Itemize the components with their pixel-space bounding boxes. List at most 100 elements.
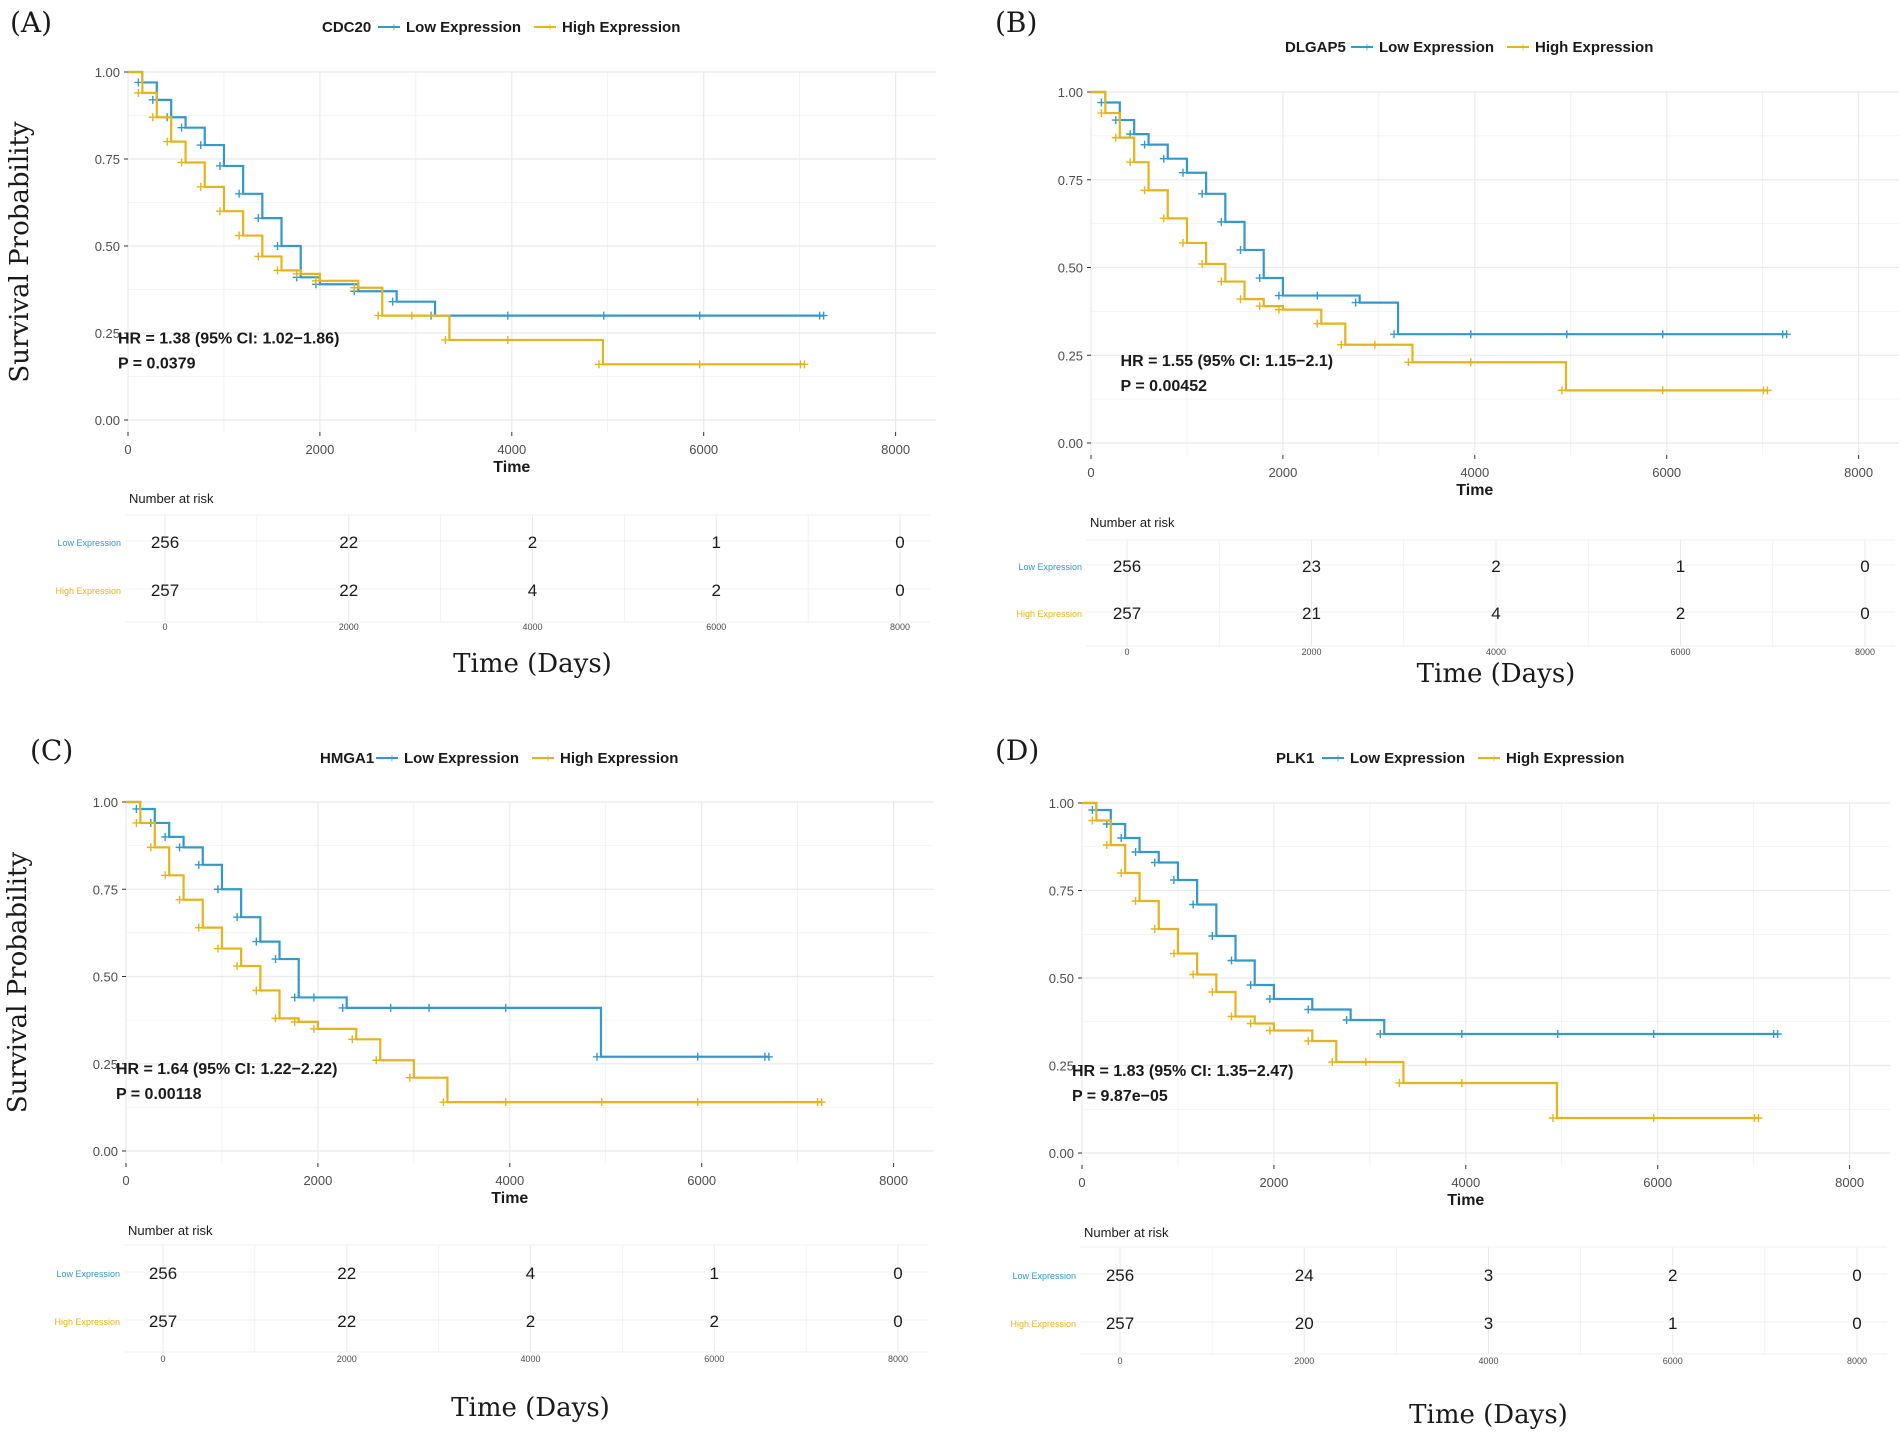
censor-mark	[271, 1014, 280, 1023]
risk-row-low-label: Low Expression	[1018, 562, 1082, 572]
censor-mark	[1457, 1079, 1466, 1087]
risk-high-value: 257	[1113, 604, 1141, 623]
risk-low-value: 3	[1484, 1266, 1493, 1285]
risk-row-high-label: High Expression	[54, 1317, 120, 1327]
risk-high-value: 2	[710, 1312, 719, 1331]
censor-mark	[1236, 245, 1245, 254]
censor-mark	[1313, 319, 1322, 328]
y-tick-label: 0.25	[1049, 1059, 1074, 1074]
censor-mark	[1097, 98, 1106, 107]
risk-high-value: 0	[895, 581, 904, 600]
risk-x-tick-label: 2000	[337, 1354, 357, 1364]
censor-mark	[1246, 1019, 1255, 1028]
censor-mark	[594, 360, 603, 369]
y-tick-label: 0.00	[95, 413, 120, 428]
x-tick-label: 8000	[879, 1173, 908, 1188]
censor-mark	[1117, 834, 1126, 842]
legend: PLK1 + Low Expression + High Expression	[1276, 750, 1624, 767]
x-tick-label: 6000	[689, 442, 718, 457]
series-low-line	[128, 70, 824, 317]
risk-x-tick-label: 8000	[1847, 1356, 1867, 1366]
censor-mark	[1351, 298, 1360, 307]
risk-high-value: 1	[1668, 1314, 1677, 1333]
censor-mark	[273, 242, 282, 250]
y-tick-label: 0.75	[1049, 884, 1074, 899]
x-axis-label: Time	[1447, 1192, 1484, 1209]
x-tick-label: 2000	[303, 1173, 332, 1188]
risk-table: Number at risk Low Expression High Express…	[1010, 1225, 1887, 1430]
risk-low-value: 22	[337, 1264, 356, 1283]
risk-high-value: 22	[339, 581, 358, 600]
risk-low-value: 0	[1852, 1266, 1861, 1285]
series-low-line	[1091, 90, 1787, 336]
censor-mark-end	[1754, 1114, 1763, 1122]
legend-high-label: High Expression	[1506, 750, 1624, 767]
x-tick-label: 4000	[1451, 1175, 1480, 1190]
p-annotation: P = 0.00118	[116, 1086, 202, 1103]
censor-mark	[1126, 158, 1135, 167]
censor-mark	[194, 860, 203, 869]
censor-mark	[1274, 305, 1283, 314]
censor-mark	[309, 993, 318, 1002]
risk-low-value: 256	[151, 533, 179, 552]
risk-low-value: 22	[339, 533, 358, 552]
x-axis-label: Time	[491, 1190, 528, 1207]
risk-low-value: 0	[893, 1264, 902, 1283]
censor-mark	[1208, 988, 1217, 996]
x-tick-label: 6000	[1643, 1175, 1672, 1190]
censor-mark	[292, 269, 301, 278]
p-annotation: P = 0.0379	[118, 355, 196, 372]
censor-mark	[348, 1035, 357, 1044]
y-tick-label: 0.00	[93, 1144, 118, 1159]
censor-mark	[1227, 1012, 1236, 1021]
risk-x-axis-label: Time (Days)	[453, 649, 612, 679]
censor-mark	[1246, 981, 1255, 989]
y-tick-label: 0.75	[1058, 173, 1083, 188]
x-tick-label: 8000	[1844, 465, 1873, 480]
risk-high-value: 2	[712, 581, 721, 600]
censor-mark	[1274, 291, 1283, 300]
censor-mark	[501, 1003, 510, 1012]
censor-mark-end	[1773, 1030, 1782, 1038]
censor-mark	[194, 923, 203, 932]
censor-mark	[1169, 876, 1178, 884]
censor-mark	[1198, 189, 1207, 198]
censor-mark	[1557, 386, 1566, 395]
censor-mark	[695, 311, 704, 320]
censor-mark	[252, 986, 261, 995]
hr-annotation: HR = 1.38 (95% CI: 1.02−1.86)	[118, 330, 339, 347]
censor-mark	[233, 913, 242, 922]
censor-mark	[252, 937, 261, 946]
censor-mark	[503, 335, 512, 344]
censor-mark	[1265, 995, 1274, 1003]
censor-mark	[161, 871, 170, 880]
risk-low-value: 256	[149, 1264, 177, 1283]
risk-row-low-label: Low Expression	[57, 538, 121, 548]
censor-mark	[1198, 259, 1207, 268]
censor-mark	[1376, 1030, 1385, 1038]
censor-mark	[597, 1098, 606, 1107]
risk-low-value: 1	[712, 533, 721, 552]
censor-mark	[213, 885, 222, 894]
censor-mark	[1227, 956, 1236, 965]
censor-mark	[1658, 330, 1667, 339]
censor-mark	[1208, 932, 1217, 940]
x-tick-label: 0	[122, 1173, 129, 1188]
plot-grid	[1081, 802, 1890, 1165]
y-tick-label: 0.50	[1049, 971, 1074, 986]
risk-table: Number at risk Low Expression High Express…	[1016, 515, 1895, 689]
risk-x-tick-label: 0	[160, 1354, 165, 1364]
legend: CDC20 + Low Expression + High Expression	[322, 19, 680, 36]
censor-mark-end	[1763, 386, 1772, 395]
censor-mark	[1553, 1030, 1562, 1038]
risk-row-high-label: High Expression	[1010, 1319, 1076, 1329]
censor-mark	[1169, 949, 1178, 958]
censor-mark	[503, 311, 512, 320]
censor-mark	[441, 335, 450, 344]
legend-low-label: Low Expression	[1379, 39, 1494, 56]
legend-high-label: High Expression	[1535, 39, 1653, 56]
y-tick-label: 0.50	[95, 239, 120, 254]
censor-mark	[1466, 358, 1475, 367]
censor-mark	[1140, 140, 1149, 149]
censor-mark	[1342, 1016, 1351, 1024]
